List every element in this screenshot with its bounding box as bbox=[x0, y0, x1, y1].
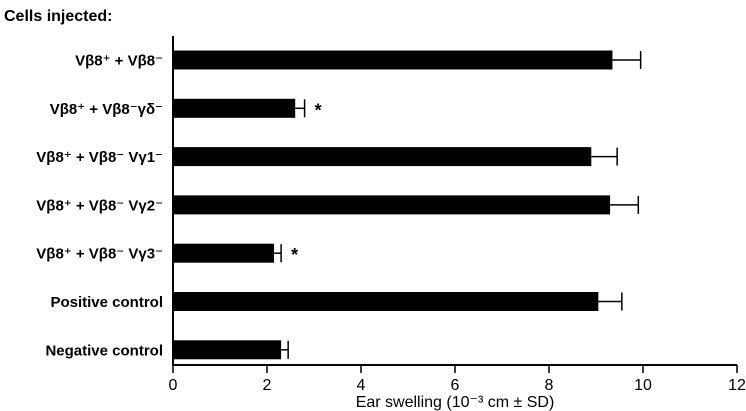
category-label: Vβ8⁺ + Vβ8⁻ bbox=[75, 53, 163, 70]
category-label: Negative control bbox=[45, 342, 163, 359]
category-label: Vβ8⁺ + Vβ8⁻ Vγ3⁻ bbox=[36, 246, 163, 263]
bar bbox=[173, 98, 296, 118]
bars-layer: Vβ8⁺ + Vβ8⁻ Vβ8⁺ + Vβ8⁻γδ⁻ * Vβ8⁺ + Vβ8⁻ Vγ… bbox=[36, 50, 642, 360]
x-tick-label: 8 bbox=[545, 377, 554, 394]
bar bbox=[173, 340, 282, 360]
bar bbox=[173, 292, 599, 311]
x-tick-label: 12 bbox=[728, 377, 746, 394]
significance-marker: * bbox=[291, 245, 298, 265]
x-tick-label: 0 bbox=[169, 377, 178, 394]
category-label: Vβ8⁺ + Vβ8⁻ Vγ2⁻ bbox=[36, 197, 163, 214]
category-label: Vβ8⁺ + Vβ8⁻γδ⁻ bbox=[50, 101, 163, 118]
x-tick-label: 4 bbox=[357, 377, 366, 394]
x-tick-label: 10 bbox=[634, 377, 652, 394]
category-label: Positive control bbox=[50, 294, 163, 311]
x-axis: 0 2 4 6 8 10 12 bbox=[169, 36, 746, 394]
category-label: Vβ8⁺ + Vβ8⁻ Vγ1⁻ bbox=[36, 149, 163, 166]
bar bbox=[173, 147, 592, 167]
bar bbox=[173, 195, 611, 215]
x-axis-title: Ear swelling (10⁻³ cm ± SD) bbox=[356, 394, 555, 411]
x-tick-label: 2 bbox=[263, 377, 272, 394]
x-tick-label: 6 bbox=[451, 377, 460, 394]
bar bbox=[173, 50, 613, 70]
significance-marker: * bbox=[315, 100, 322, 120]
cells-injected-label: Cells injected: bbox=[4, 8, 112, 25]
bar bbox=[173, 243, 275, 263]
